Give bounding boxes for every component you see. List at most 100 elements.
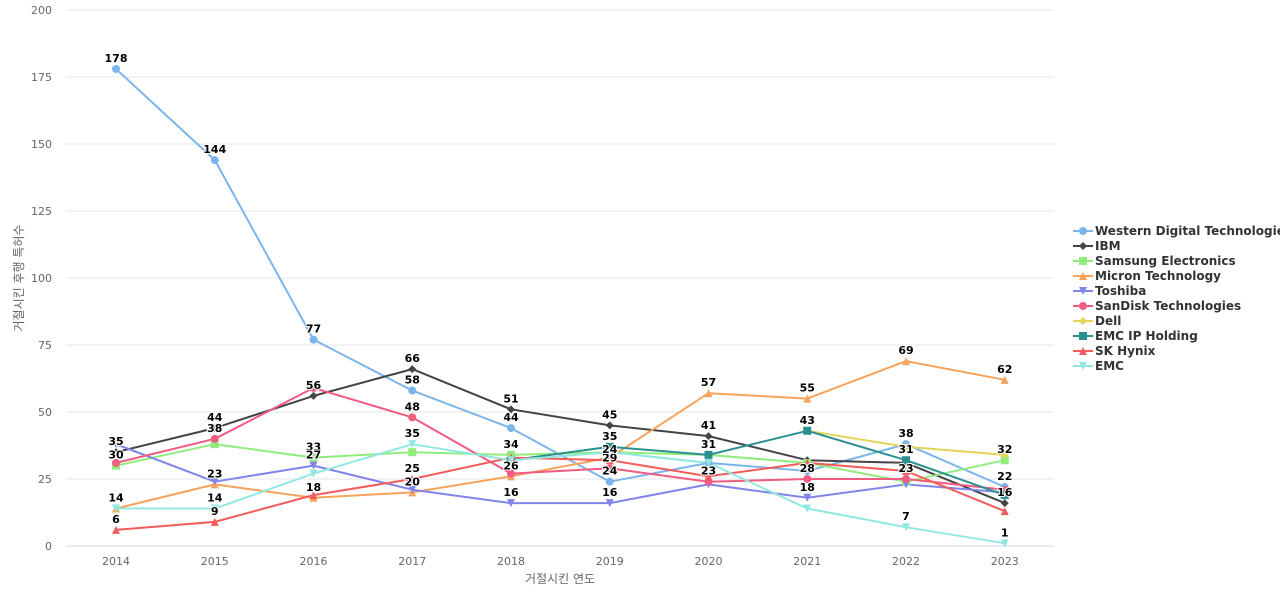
data-label: 34 — [503, 438, 519, 451]
data-point-sk-hynix — [803, 458, 812, 467]
legend-item-western-digital-technologies[interactable]: Western Digital Technologies — [1072, 223, 1280, 238]
data-label: 29 — [602, 451, 617, 464]
data-label: 16 — [602, 486, 618, 499]
data-point-sandisk-technologies — [605, 464, 614, 473]
data-label: 22 — [997, 470, 1012, 483]
data-label: 35 — [405, 427, 420, 440]
legend-swatch-marker — [1079, 301, 1087, 310]
legend-label: IBM — [1095, 238, 1121, 253]
data-point-samsung-electronics — [1000, 456, 1009, 465]
data-point-ibm — [112, 448, 120, 457]
data-point-ibm — [210, 424, 219, 433]
data-point-ibm — [408, 365, 417, 374]
data-point-western-digital-technologies — [408, 386, 417, 395]
data-point-ibm — [605, 421, 614, 430]
legend-swatch-samsung-electronics — [1073, 256, 1093, 265]
data-point-emc-ip-holding — [803, 426, 812, 435]
data-point-samsung-electronics — [309, 453, 318, 462]
legend-item-sandisk-technologies[interactable]: SanDisk Technologies — [1072, 298, 1280, 313]
data-point-emc — [1000, 539, 1009, 548]
legend-label: Western Digital Technologies — [1095, 223, 1280, 238]
data-point-toshiba — [408, 485, 417, 494]
y-tick-label: 50 — [38, 406, 52, 419]
x-tick-label: 2016 — [300, 555, 328, 568]
data-label: 32 — [997, 443, 1012, 456]
data-point-samsung-electronics — [210, 440, 219, 449]
data-label: 77 — [306, 323, 321, 336]
x-axis-ticks: 2014 2015 2016 2017 2018 2019 2020 2021 2022 2023 — [102, 555, 1019, 568]
data-label: 16 — [503, 486, 519, 499]
data-point-micron-technology — [803, 394, 812, 403]
data-label: 38 — [898, 427, 913, 440]
series-line-ibm — [115, 368, 1006, 505]
x-tick-label: 2020 — [695, 555, 723, 568]
legend-item-dell[interactable]: Dell — [1072, 313, 1280, 328]
legend-swatch-marker — [1079, 316, 1087, 325]
series-line-micron-technology — [115, 360, 1006, 510]
data-point-sk-hynix — [408, 475, 417, 483]
data-point-sk-hynix — [902, 466, 910, 475]
data-point-sk-hynix — [309, 491, 318, 500]
data-point-toshiba — [112, 440, 120, 449]
data-label: 28 — [800, 462, 815, 475]
data-label: 16 — [997, 486, 1013, 499]
y-tick-label: 25 — [38, 473, 52, 486]
data-point-sk-hynix — [704, 472, 713, 481]
legend-item-emc[interactable]: EMC — [1072, 358, 1280, 373]
data-point-ibm — [507, 405, 515, 414]
data-label: 24 — [602, 443, 618, 456]
data-point-emc — [605, 448, 614, 457]
x-tick-label: 2022 — [892, 555, 920, 568]
data-label: 18 — [800, 481, 815, 494]
legend-swatch-sk-hynix — [1073, 346, 1093, 355]
legend-item-toshiba[interactable]: Toshiba — [1072, 283, 1280, 298]
legend-swatch-marker — [1079, 271, 1087, 280]
data-label: 48 — [405, 400, 420, 413]
data-label: 43 — [800, 414, 815, 427]
data-label: 33 — [306, 441, 321, 454]
y-tick-label: 75 — [38, 339, 52, 352]
data-label: 6 — [112, 513, 120, 526]
data-point-micron-technology — [1000, 375, 1009, 384]
legend-item-sk-hynix[interactable]: SK Hynix — [1072, 343, 1280, 358]
data-point-emc — [902, 523, 910, 532]
data-point-sandisk-technologies — [112, 458, 120, 467]
data-point-sandisk-technologies — [902, 475, 910, 483]
y-axis-label: 거절시킨 후행 특허수 — [11, 225, 26, 332]
data-label: 44 — [503, 411, 519, 424]
data-point-emc — [507, 456, 515, 465]
y-tick-label: 100 — [31, 272, 52, 285]
data-point-western-digital-technologies — [309, 335, 318, 344]
y-tick-label: 0 — [45, 540, 52, 553]
data-point-sk-hynix — [1000, 507, 1009, 516]
data-point-sandisk-technologies — [309, 383, 318, 392]
data-label: 44 — [207, 411, 223, 424]
data-point-toshiba — [507, 499, 515, 508]
data-point-micron-technology — [902, 357, 910, 366]
legend-item-micron-technology[interactable]: Micron Technology — [1072, 268, 1280, 283]
data-label: 20 — [405, 475, 421, 488]
data-point-emc — [112, 504, 120, 513]
legend-item-emc-ip-holding[interactable]: EMC IP Holding — [1072, 328, 1280, 343]
data-label: 56 — [306, 379, 322, 392]
data-label: 31 — [701, 438, 716, 451]
data-label: 57 — [701, 376, 716, 389]
legend-label: Toshiba — [1095, 283, 1147, 298]
legend-swatch-marker — [1079, 241, 1087, 250]
data-label: 178 — [105, 52, 128, 65]
data-point-micron-technology — [704, 389, 713, 398]
data-label: 62 — [997, 363, 1012, 376]
legend-item-ibm[interactable]: IBM — [1072, 238, 1280, 253]
x-tick-label: 2019 — [596, 555, 624, 568]
data-point-ibm — [1000, 499, 1009, 508]
data-label: 18 — [306, 481, 321, 494]
data-point-samsung-electronics — [408, 448, 417, 457]
legend-swatch-marker — [1079, 361, 1087, 370]
legend-label: SK Hynix — [1095, 343, 1156, 358]
x-tick-label: 2014 — [102, 555, 130, 568]
legend-label: Micron Technology — [1095, 268, 1221, 283]
data-label: 51 — [503, 392, 518, 405]
legend-item-samsung-electronics[interactable]: Samsung Electronics — [1072, 253, 1280, 268]
y-tick-label: 200 — [31, 4, 52, 17]
